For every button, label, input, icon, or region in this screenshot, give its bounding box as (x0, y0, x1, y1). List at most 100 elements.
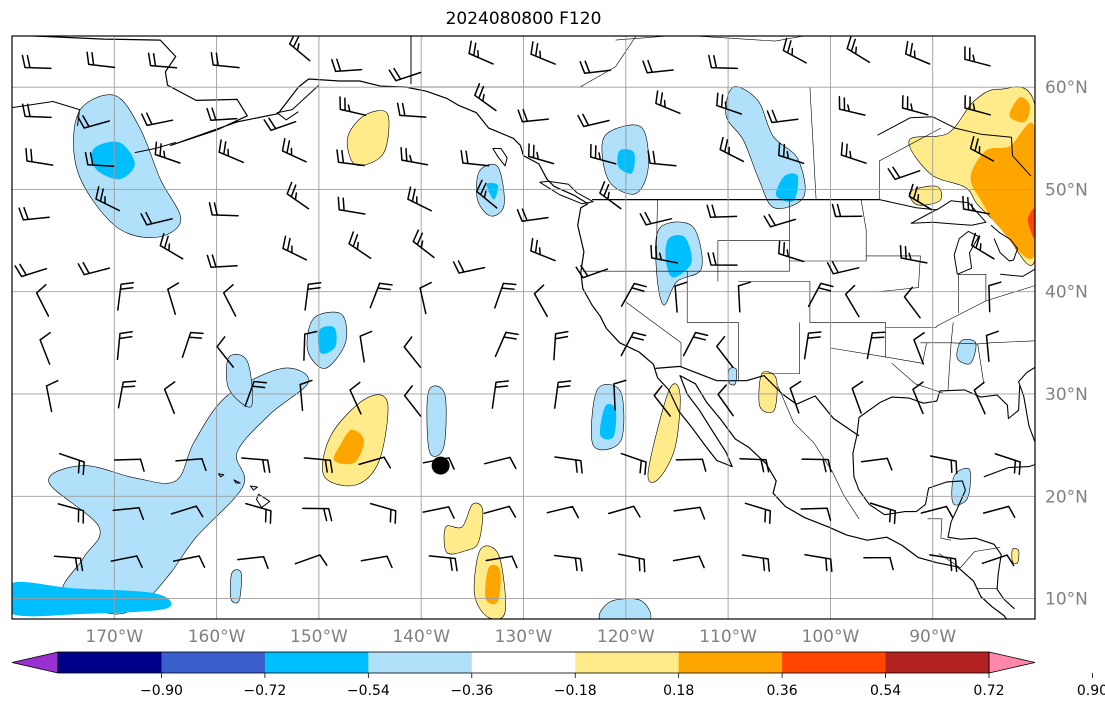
wind-barb-173 (863, 556, 894, 571)
wind-barb-60 (763, 213, 797, 228)
pos-anomaly-east-hawaii-core (333, 429, 364, 465)
wind-barb-146 (170, 505, 204, 518)
colorbar-tick-label-4: −0.18 (554, 683, 597, 699)
state-border-4 (717, 240, 790, 282)
wind-barb-128 (58, 452, 85, 476)
cuba-coastline (983, 464, 1035, 478)
wind-barb-28 (766, 109, 799, 124)
wind-barb-80 (35, 283, 50, 317)
wind-barb-31 (964, 94, 991, 116)
lon-label-1: 160°W (188, 627, 246, 647)
colorbar-tick-label-6: 0.36 (767, 683, 798, 699)
wind-barb-9 (579, 60, 612, 75)
wind-barb-104 (553, 330, 569, 361)
wind-barb-89 (620, 282, 647, 307)
storm-marker (431, 456, 450, 475)
wind-barb-174 (929, 554, 958, 573)
wind-barb-22 (396, 102, 427, 118)
wind-barb-83 (222, 284, 237, 317)
wind-barb-121 (613, 379, 627, 411)
wind-barb-137 (620, 452, 647, 476)
pos-anomaly-mexico (758, 371, 778, 413)
wind-barb-40 (527, 143, 555, 165)
wind-barb-109 (866, 331, 886, 360)
wind-barb-24 (517, 108, 550, 123)
colorbar-segment-4 (471, 652, 576, 673)
wind-barb-154 (673, 506, 706, 520)
wind-barb-79 (970, 232, 995, 260)
wind-barb-74 (650, 244, 678, 264)
wind-barb-139 (739, 458, 770, 473)
wind-barb-135 (483, 456, 517, 470)
wind-barb-27 (716, 92, 743, 115)
pos-anomaly-gulf-alaska (346, 110, 390, 166)
latitude-axis-labels: 60°N 50°N 40°N 30°N 20°N 10°N (1045, 78, 1088, 609)
wind-barb-170 (672, 555, 705, 569)
wind-barb-0 (21, 54, 52, 70)
wind-barb-51 (208, 202, 239, 217)
wind-barb-32 (25, 147, 54, 166)
wind-barb-153 (607, 505, 641, 518)
colorbar-segment-5 (575, 652, 680, 673)
wind-barb-57 (599, 181, 622, 210)
pos-anomaly-south-pacific-core (485, 564, 501, 605)
state-border-15 (977, 343, 985, 384)
wind-barb-91 (737, 281, 752, 313)
lat-label-3: 30°N (1045, 385, 1088, 405)
wind-barb-96 (39, 331, 51, 365)
state-border-8 (762, 322, 800, 374)
wind-barb-117 (349, 381, 362, 415)
pos-anomaly-south-pacific-a (443, 502, 484, 555)
vancouver-island (539, 180, 594, 205)
lat-label-1: 50°N (1045, 180, 1088, 200)
wind-barb-8 (530, 41, 556, 65)
neg-anomaly-pacific-mid-core (317, 326, 337, 354)
wind-barb-98 (181, 331, 204, 358)
wind-barb-16 (21, 103, 52, 119)
state-border-6 (686, 271, 739, 381)
wind-barb-167 (485, 555, 518, 569)
marker-layer (431, 456, 450, 475)
wind-barb-61 (831, 203, 863, 218)
colorbar-segment-8 (885, 652, 990, 673)
wind-barb-23 (474, 83, 497, 112)
wind-barb-93 (844, 284, 860, 318)
pos-anomaly-baja (647, 383, 681, 483)
state-border-17 (891, 363, 943, 394)
neg-anomaly-southeast (956, 339, 977, 365)
wind-barb-171 (741, 554, 771, 572)
wind-barb-120 (553, 380, 572, 409)
wind-barb-143 (994, 453, 1021, 476)
lat-label-0: 60°N (1045, 78, 1088, 98)
wind-barb-11 (708, 54, 739, 70)
wind-barb-33 (84, 151, 115, 167)
wind-barb-122 (653, 385, 671, 417)
state-border-3 (656, 199, 658, 248)
wind-barb-112 (45, 379, 59, 413)
wind-barb-65 (77, 261, 111, 276)
colorbar-segment-2 (264, 652, 369, 673)
wind-barb-145 (112, 506, 145, 521)
wind-barb-35 (218, 139, 244, 164)
wind-barb-141 (860, 457, 893, 471)
wind-barb-20 (263, 117, 297, 132)
wind-barb-1 (86, 51, 116, 69)
us-mexico-border (655, 365, 860, 437)
wind-barb-99 (216, 336, 235, 368)
colorbar-tick-label-1: −0.72 (243, 683, 286, 699)
wind-barb-160 (53, 555, 84, 572)
lake-erie (1000, 268, 1035, 277)
wind-barb-39 (460, 150, 490, 167)
wind-barb-71 (452, 260, 486, 274)
wind-barb-149 (369, 502, 397, 524)
wind-barb-118 (403, 385, 422, 417)
wind-barb-108 (803, 331, 822, 360)
lon-label-0: 170°W (85, 627, 143, 647)
wind-barb-111 (985, 330, 999, 363)
canada-territory-2 (579, 36, 637, 88)
gridline-layer (12, 36, 1035, 619)
wind-barb-165 (360, 555, 393, 569)
wind-barb-86 (419, 281, 432, 315)
lon-label-8: 90°W (909, 627, 956, 647)
central-america-border-1 (927, 518, 952, 541)
